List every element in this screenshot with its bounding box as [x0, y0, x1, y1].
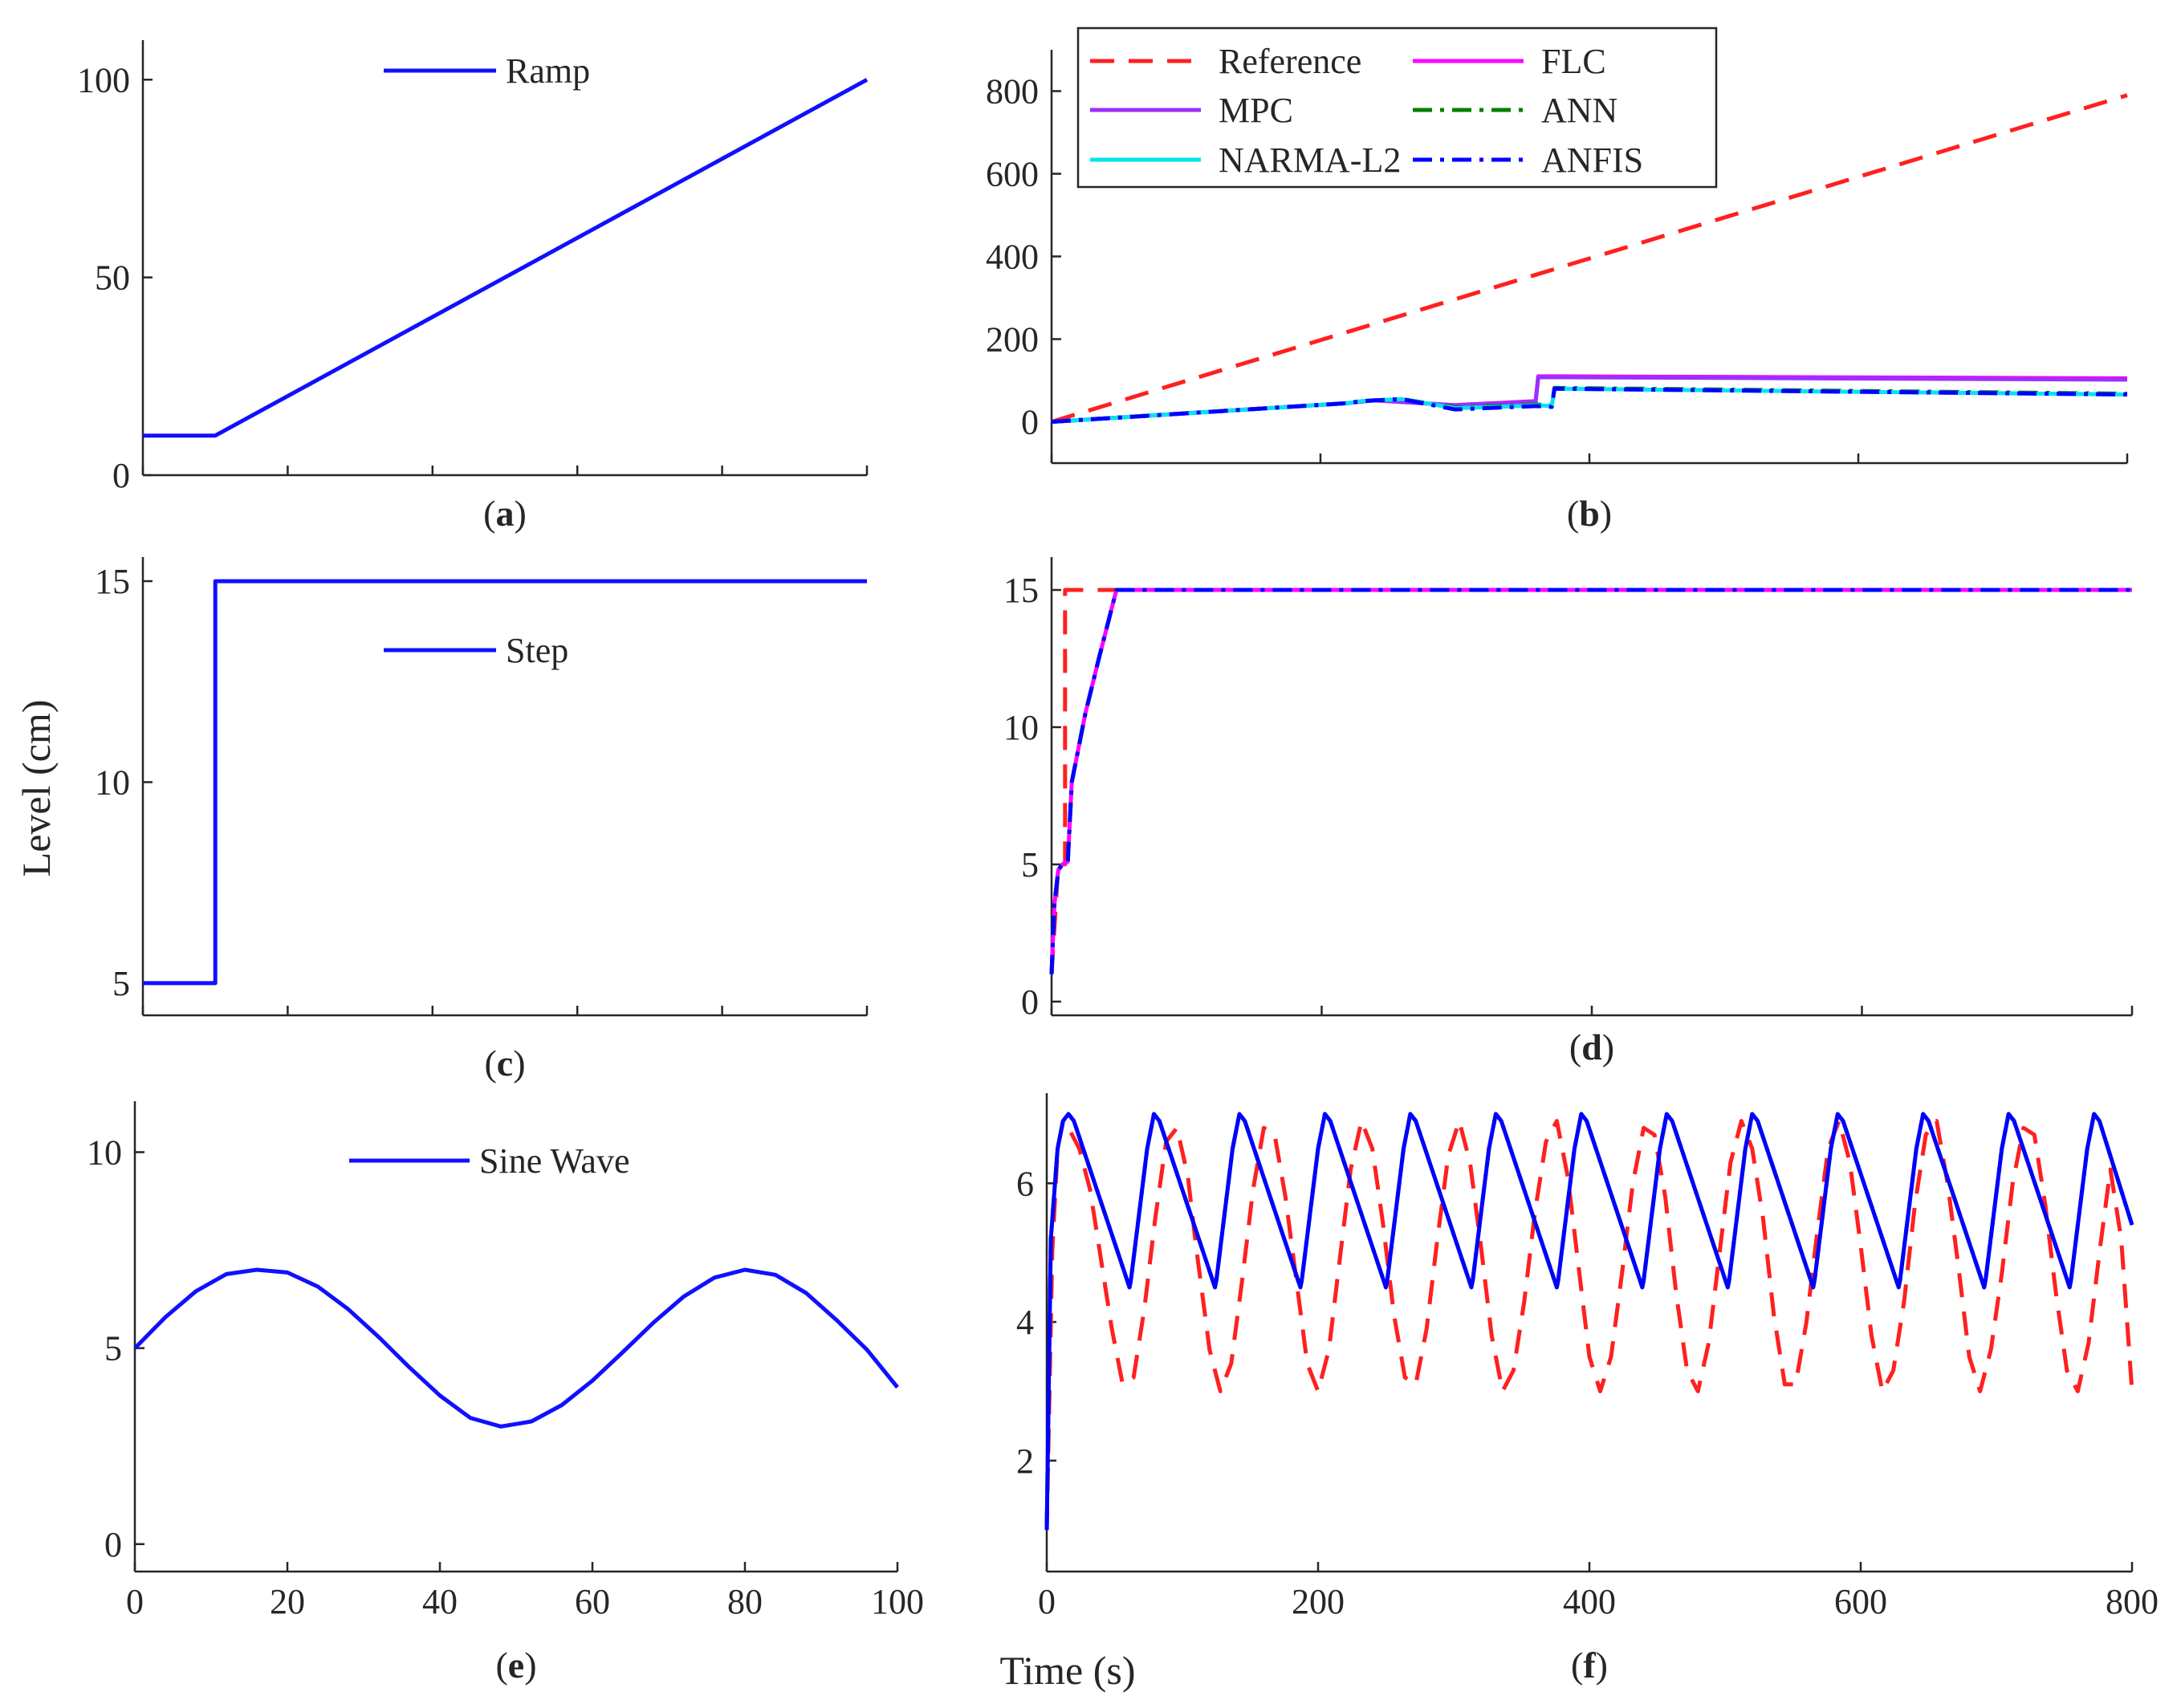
y-tick-label: 0 — [1021, 982, 1039, 1022]
y-tick-label: 6 — [1016, 1164, 1034, 1203]
legend-label: ANFIS — [1541, 140, 1643, 180]
legend-label: Reference — [1219, 42, 1361, 81]
y-tick-label: 5 — [104, 1329, 122, 1368]
x-tick-label: 600 — [1834, 1582, 1887, 1621]
panel-label-open: ( — [1567, 493, 1579, 534]
x-tick-label: 100 — [871, 1582, 924, 1621]
x-tick-label: 40 — [422, 1582, 458, 1621]
series-line-anfis — [1044, 1112, 2134, 1531]
y-tick-label: 10 — [95, 762, 130, 802]
panel-label: (f) — [1571, 1645, 1608, 1686]
y-tick-label: 200 — [986, 320, 1039, 360]
panel-label: (d) — [1569, 1027, 1614, 1068]
x-tick-label: 400 — [1563, 1582, 1616, 1621]
series-line-reference — [1044, 1119, 2134, 1531]
shared-x-axis-label: Time (s) — [999, 1648, 1135, 1693]
series-line-step — [143, 579, 867, 986]
panel-f: 0 200 400 600 800 2 4 6 (f) — [1016, 1093, 2159, 1686]
panel-a: 0 50 100 Ramp (a) — [77, 40, 869, 534]
panel-label-letter: b — [1579, 493, 1600, 534]
legend-label: Step — [506, 631, 568, 670]
y-tick-label: 800 — [986, 72, 1039, 112]
panel-d: 0 5 10 15 (d) — [1003, 557, 2134, 1068]
series-line-reference — [1051, 93, 2128, 424]
x-tick-label: 0 — [126, 1582, 144, 1621]
legend-label: NARMA-L2 — [1219, 140, 1401, 180]
panel-label: (a) — [483, 493, 527, 534]
panel-label-letter: f — [1583, 1645, 1596, 1686]
legend-label: Sine Wave — [479, 1141, 630, 1181]
x-tick-label: 60 — [575, 1582, 610, 1621]
panel-label-letter: d — [1581, 1027, 1602, 1068]
y-tick-label: 15 — [95, 562, 130, 601]
panel-label: (e) — [495, 1645, 536, 1686]
panel-label-open: ( — [483, 493, 495, 534]
legend-label: FLC — [1541, 42, 1606, 81]
panel-b: 0 200 400 600 800 Reference FLC MPC ANN NARMA-L2 A… — [986, 26, 2129, 534]
y-tick-label: 400 — [986, 238, 1039, 277]
y-tick-label: 0 — [104, 1525, 122, 1564]
y-tick-label: 10 — [87, 1133, 122, 1172]
y-tick-label: 4 — [1016, 1303, 1034, 1342]
panel-label-open: ( — [1571, 1645, 1583, 1686]
panel-label: (c) — [484, 1043, 525, 1084]
y-tick-label: 10 — [1003, 708, 1039, 747]
y-tick-label: 2 — [1016, 1442, 1034, 1481]
y-tick-label: 5 — [112, 964, 130, 1003]
panel-label-close: ) — [1602, 1027, 1614, 1068]
series-line-ramp — [143, 78, 869, 438]
legend-label: ANN — [1541, 91, 1617, 130]
panel-label-close: ) — [1600, 493, 1612, 534]
panel-label-close: ) — [513, 1043, 525, 1084]
series-line-sine-wave — [133, 1267, 899, 1429]
y-tick-label: 15 — [1003, 571, 1039, 610]
x-tick-label: 800 — [2106, 1582, 2159, 1621]
y-tick-label: 600 — [986, 155, 1039, 194]
panel-label-close: ) — [524, 1645, 536, 1686]
x-tick-label: 80 — [727, 1582, 763, 1621]
legend-box: Reference FLC MPC ANN NARMA-L2 ANFIS — [1076, 26, 1718, 189]
legend-label: Ramp — [506, 51, 590, 91]
x-tick-label: 0 — [1038, 1582, 1056, 1621]
series-line-anfis — [1051, 386, 2128, 424]
y-tick-label: 5 — [1021, 845, 1039, 885]
x-tick-label: 20 — [270, 1582, 305, 1621]
panel-c: 5 10 15 Step (c) — [95, 557, 869, 1084]
panel-label-open: ( — [495, 1645, 507, 1686]
panel-label-open: ( — [484, 1043, 496, 1084]
y-tick-label: 100 — [77, 60, 130, 100]
panel-e: 0 20 40 60 80 100 0 5 10 Sine Wave (e) — [87, 1101, 924, 1686]
panel-label: (b) — [1567, 493, 1612, 534]
x-tick-label: 200 — [1292, 1582, 1345, 1621]
y-tick-label: 50 — [95, 258, 130, 298]
panel-label-letter: e — [508, 1645, 524, 1686]
panel-label-letter: c — [497, 1043, 513, 1084]
legend-label: MPC — [1219, 91, 1293, 130]
y-tick-label: 0 — [1021, 403, 1039, 442]
panel-label-close: ) — [515, 493, 527, 534]
panel-label-letter: a — [496, 493, 515, 534]
y-tick-label: 0 — [112, 456, 130, 495]
series-line-anfis — [1049, 588, 2132, 974]
panel-label-close: ) — [1596, 1645, 1608, 1686]
shared-y-axis-label: Level (cm) — [14, 700, 59, 877]
panel-label-open: ( — [1569, 1027, 1581, 1068]
